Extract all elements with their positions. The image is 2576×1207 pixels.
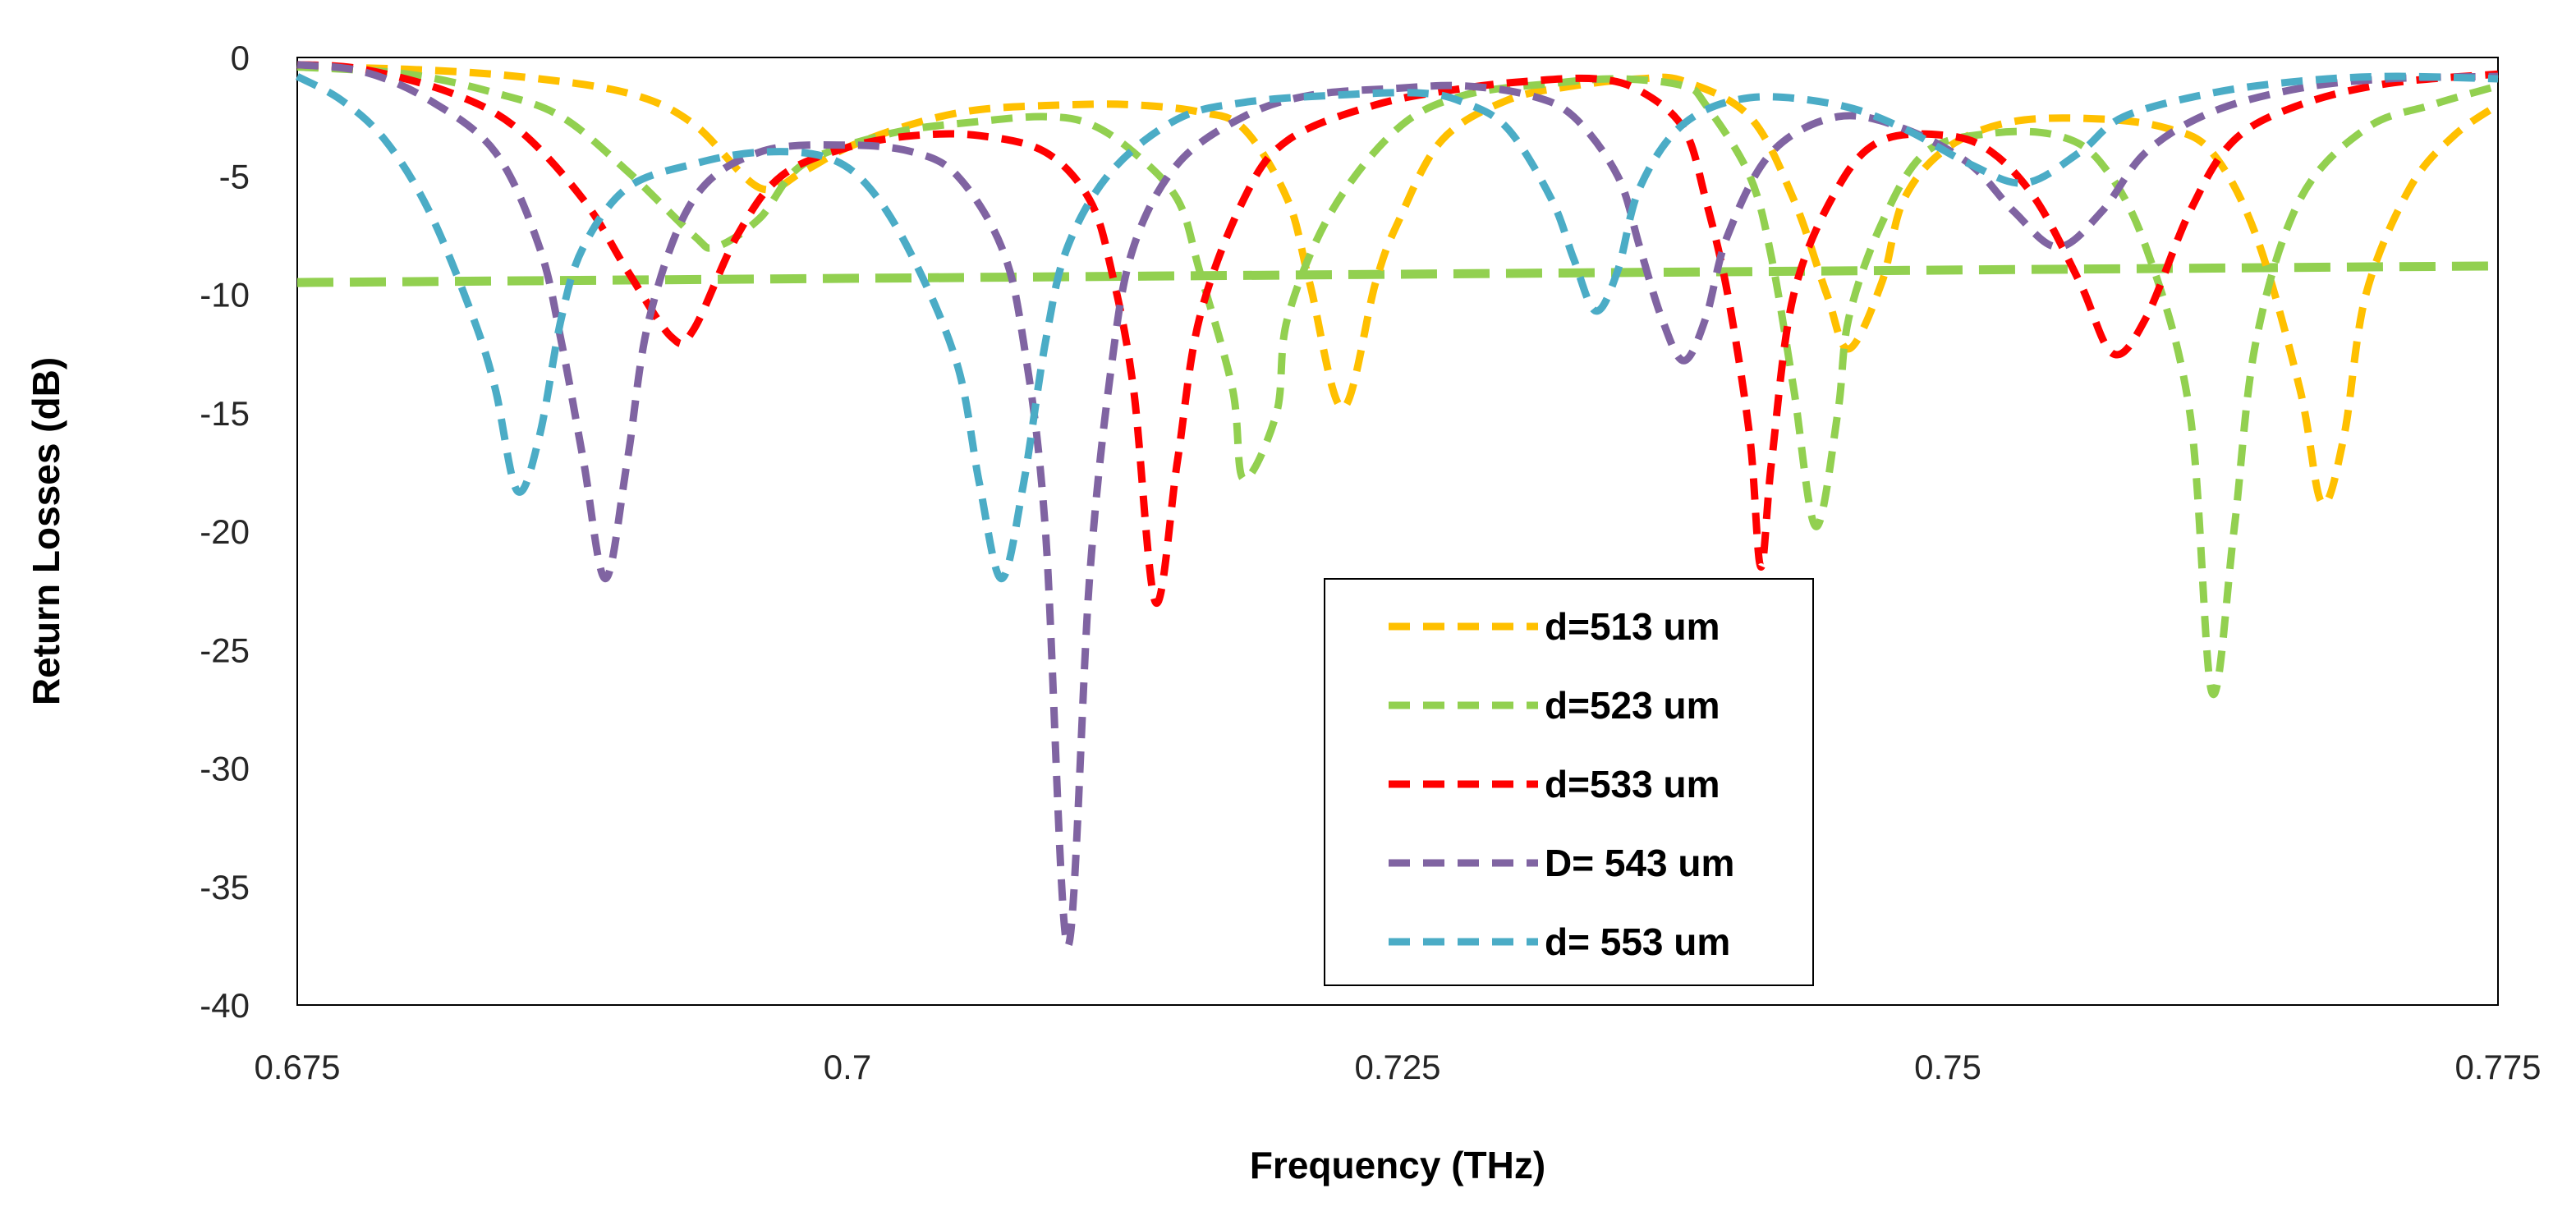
series-line-3	[296, 61, 2499, 608]
legend-label-5: d= 553 um	[1545, 920, 1730, 963]
y-axis-ticks: 0 -5 -10 -15 -20 -25 -30 -35 -40	[200, 39, 250, 1025]
y-tick-label: 0	[231, 39, 250, 77]
y-tick-label: -5	[219, 157, 250, 195]
legend-label-2: d=523 um	[1545, 684, 1720, 727]
y-tick-label: -35	[200, 868, 250, 906]
y-axis-title: Return Losses (dB)	[25, 357, 67, 705]
y-tick-label: -20	[200, 512, 250, 551]
x-tick-label: 0.75	[1914, 1048, 1981, 1086]
x-tick-label: 0.725	[1354, 1048, 1440, 1086]
x-axis-title: Frequency (THz)	[1250, 1144, 1545, 1186]
x-tick-label: 0.7	[824, 1048, 871, 1086]
legend-label-1: d=513 um	[1545, 605, 1720, 648]
legend: d=513 um d=523 um d=533 um D= 543 um d= 553 …	[1324, 578, 1814, 986]
x-tick-label: 0.675	[254, 1048, 340, 1086]
y-tick-label: -30	[200, 750, 250, 788]
x-axis-ticks: 0.675 0.7 0.725 0.75 0.775	[254, 1048, 2541, 1086]
series-layer	[295, 61, 2500, 950]
series-line-5	[295, 72, 2499, 583]
y-tick-label: -40	[200, 986, 250, 1025]
plot-area	[296, 57, 2499, 1006]
y-tick-label: -25	[200, 631, 250, 669]
series-line-2	[296, 63, 2500, 699]
y-tick-label: -10	[200, 276, 250, 314]
x-tick-label: 0.775	[2454, 1048, 2541, 1086]
legend-label-3: d=533 um	[1545, 763, 1720, 805]
y-tick-label: -15	[200, 394, 250, 433]
legend-label-4: D= 543 um	[1545, 842, 1734, 884]
